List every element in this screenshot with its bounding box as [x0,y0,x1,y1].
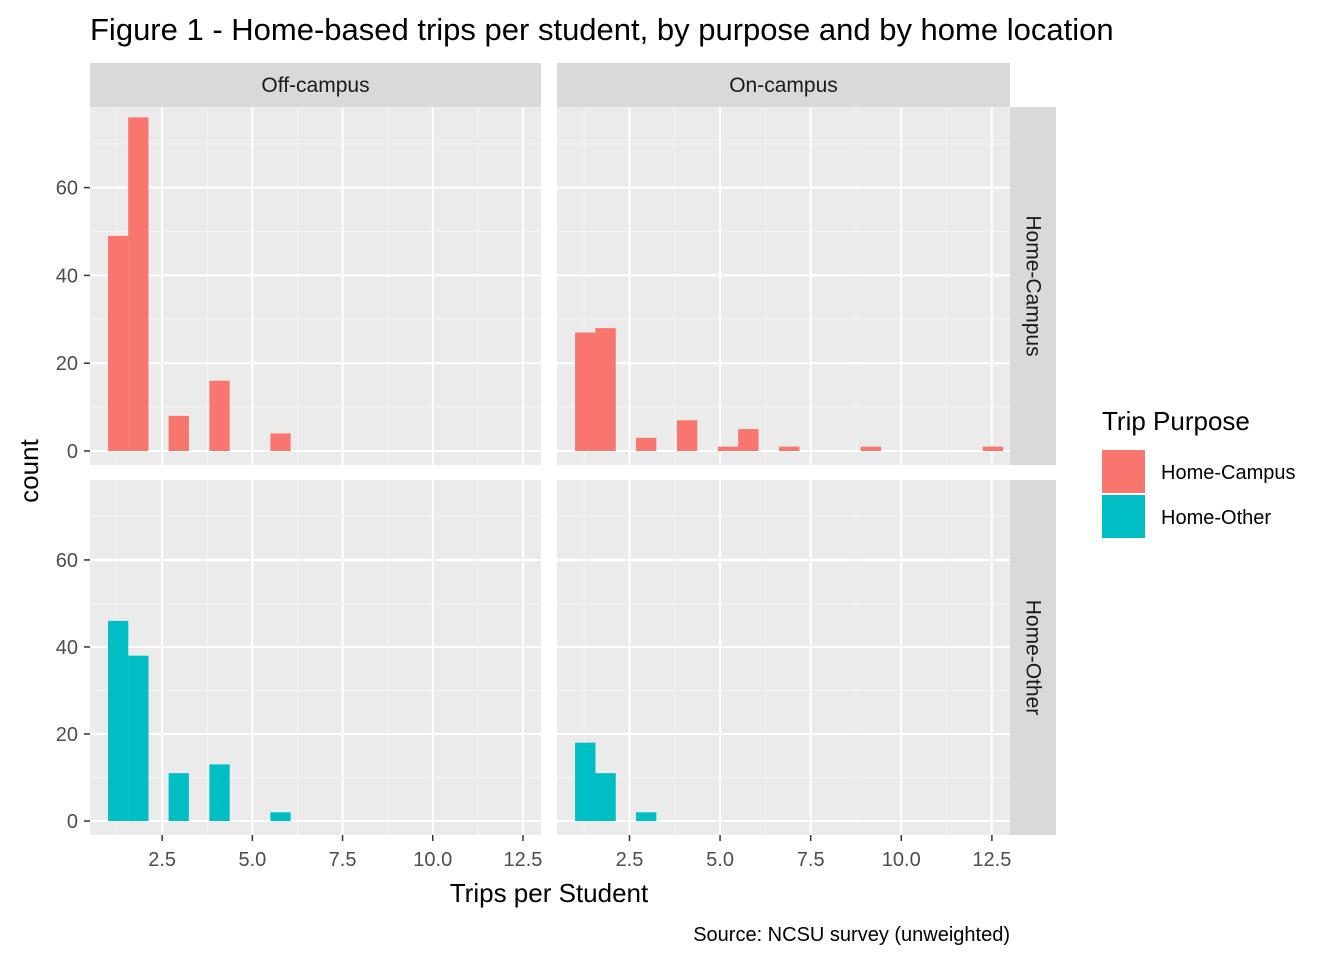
histogram-bar [717,446,739,451]
panel-off-campus-home-campus [90,107,541,465]
histogram-bar [982,446,1004,451]
x-tick-label: 12.5 [972,849,1011,871]
histogram-bar [779,446,800,451]
histogram-bar [635,437,657,451]
histogram-bar [107,620,129,821]
histogram-bar [635,812,657,821]
chart-caption: Source: NCSU survey (unweighted) [693,924,1010,946]
x-tick-label: 10.0 [413,849,452,871]
panel-on-campus-home-campus [557,107,1010,465]
chart-title: Figure 1 - Home-based trips per student,… [90,12,1114,47]
legend-key-home-other [1102,495,1145,538]
y-axis-title: count [14,438,44,502]
histogram-bar [575,742,596,821]
bars-on-campus-home-other [575,742,657,821]
y-tick-label: 60 [56,178,78,200]
y-tick-label: 20 [56,353,78,375]
legend-label-home-other: Home-Other [1161,507,1271,529]
strip-label-home-campus: Home-Campus [1022,215,1045,356]
histogram-bar [209,764,230,821]
histogram-bar [676,420,698,451]
panel-off-campus-home-other [90,480,541,835]
x-tick-label: 7.5 [797,849,825,871]
x-tick-label: 7.5 [329,849,357,871]
histogram-bar [107,235,129,451]
panels-layer: Off-campus On-campus Home-Campus Home-Other [90,63,1056,835]
strip-label-off-campus: Off-campus [261,74,369,97]
y-tick-label: 40 [56,637,78,659]
histogram-bar [860,446,882,451]
x-tick-label: 5.0 [238,849,266,871]
bars-off-campus-home-other [107,620,291,821]
strip-home-campus [1010,107,1056,465]
bars-off-campus-home-campus [107,117,291,451]
x-tick-label: 2.5 [148,849,176,871]
panel-background [90,480,541,835]
legend: Trip Purpose Home-Campus Home-Other [1102,406,1295,538]
y-tick-label: 20 [56,724,78,746]
strip-home-other [1010,480,1056,835]
y-tick-label: 40 [56,265,78,287]
y-tick-label: 0 [67,441,78,463]
x-axis-title: Trips per Student [450,878,649,908]
histogram-bar [595,328,616,451]
histogram-bar [168,415,189,451]
histogram-bar [270,812,291,821]
histogram-bar [168,773,189,821]
bars-on-campus-home-campus [575,328,1004,451]
histogram-bar [128,655,149,821]
legend-key-home-campus [1102,450,1145,493]
legend-label-home-campus: Home-Campus [1161,462,1295,484]
y-tick-label: 0 [67,811,78,833]
histogram-bar [575,332,596,451]
strip-label-on-campus: On-campus [729,74,838,97]
strip-off-campus [90,63,541,107]
histogram-bar [595,773,616,821]
x-tick-label: 12.5 [503,849,542,871]
x-tick-label: 5.0 [706,849,734,871]
legend-title: Trip Purpose [1102,406,1250,436]
strip-on-campus [557,63,1010,107]
axes-layer: 0 20 40 60 0 20 40 60 2.5 5.0 7.5 10.0 12.5 2.5 5.0 7.5… [56,178,1012,871]
histogram-bar [209,380,230,451]
panel-background [90,107,541,465]
panel-background [557,107,1010,465]
panel-background [557,480,1010,835]
panel-on-campus-home-other [557,480,1010,835]
histogram-bar [270,433,291,451]
histogram-bar [128,117,149,451]
y-tick-label: 60 [56,550,78,572]
x-tick-label: 2.5 [616,849,644,871]
strip-label-home-other: Home-Other [1022,600,1045,716]
histogram-bar [738,429,759,451]
x-tick-label: 10.0 [882,849,921,871]
